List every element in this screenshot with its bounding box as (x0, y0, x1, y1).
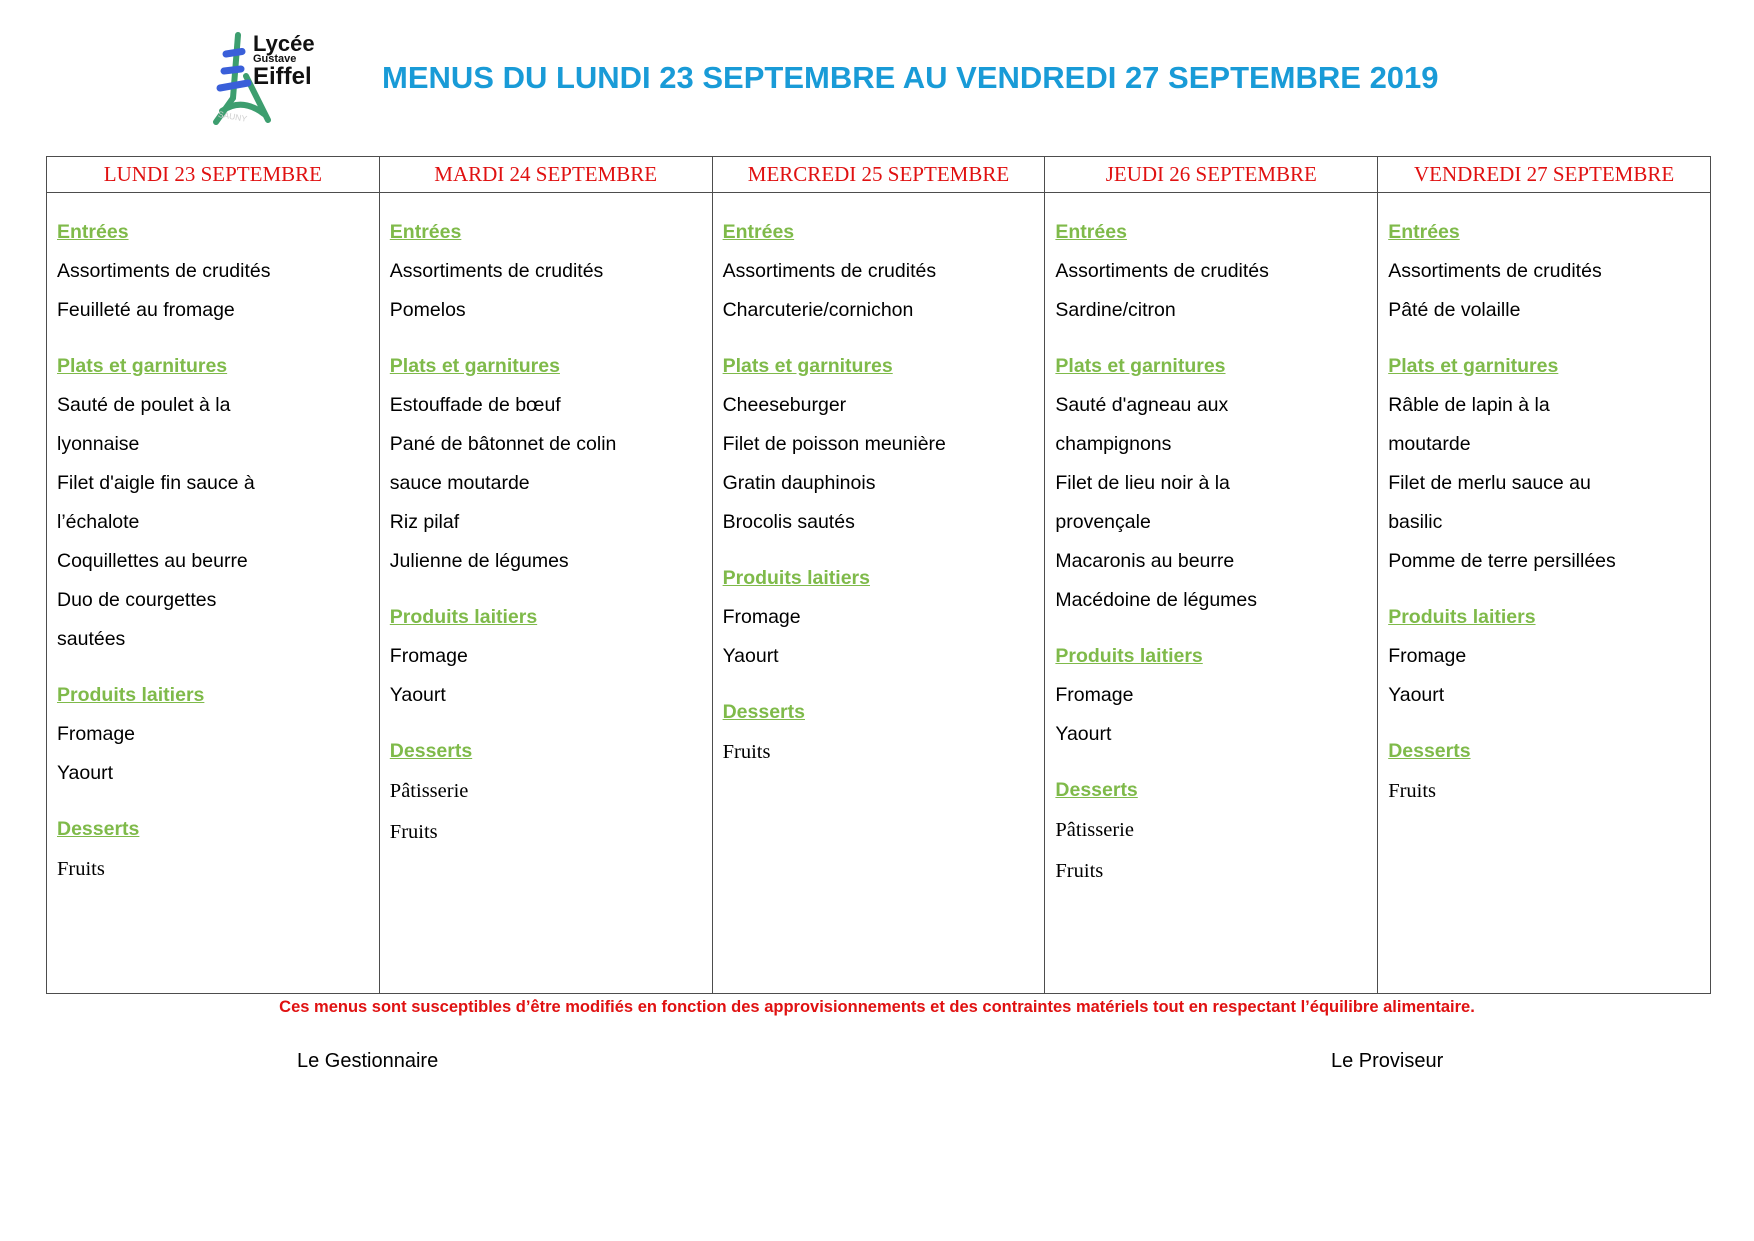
svg-text:SAUNY: SAUNY (217, 109, 248, 124)
